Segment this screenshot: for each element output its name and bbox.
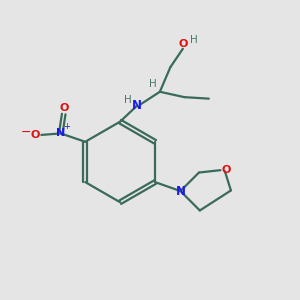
Text: H: H [124, 94, 132, 104]
Text: N: N [176, 184, 185, 198]
Text: O: O [179, 39, 188, 49]
Text: O: O [221, 165, 230, 175]
Text: H: H [190, 35, 198, 45]
Text: H: H [149, 79, 157, 89]
Text: N: N [132, 99, 142, 112]
Text: +: + [63, 122, 70, 131]
Text: N: N [56, 128, 65, 138]
Text: O: O [59, 103, 68, 113]
Text: O: O [30, 130, 39, 140]
Text: −: − [21, 126, 31, 139]
